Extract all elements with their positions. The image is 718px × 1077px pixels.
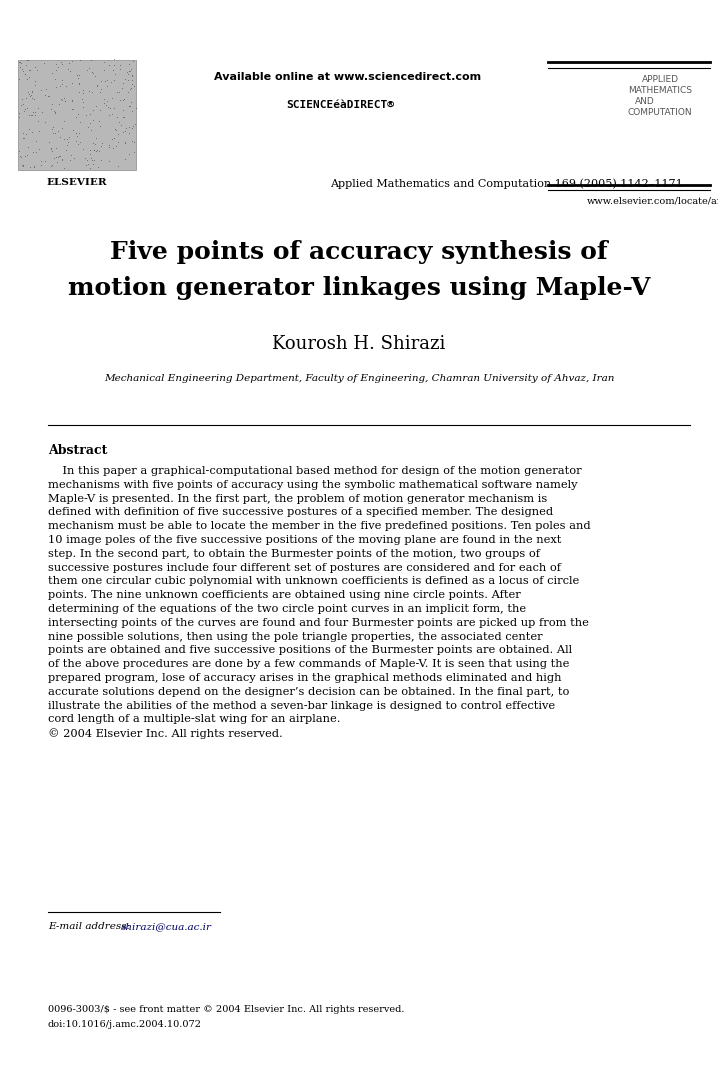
- Text: accurate solutions depend on the designer’s decision can be obtained. In the fin: accurate solutions depend on the designe…: [48, 687, 569, 697]
- Text: E-mail address:: E-mail address:: [48, 922, 130, 931]
- Text: mechanism must be able to locate the member in the five predefined positions. Te: mechanism must be able to locate the mem…: [48, 521, 591, 531]
- Bar: [18, 60, 136, 170]
- Text: www.elsevier.com/locate/amc: www.elsevier.com/locate/amc: [587, 196, 718, 205]
- Text: successive postures include four different set of postures are considered and fo: successive postures include four differe…: [48, 562, 561, 573]
- Text: SCIENCEéàDIRECT®: SCIENCEéàDIRECT®: [286, 100, 394, 110]
- Text: defined with definition of five successive postures of a specified member. The d: defined with definition of five successi…: [48, 507, 553, 517]
- Text: 0096-3003/$ - see front matter © 2004 Elsevier Inc. All rights reserved.: 0096-3003/$ - see front matter © 2004 El…: [48, 1005, 404, 1015]
- Text: Kourosh H. Shirazi: Kourosh H. Shirazi: [272, 335, 446, 353]
- Text: of the above procedures are done by a few commands of Maple-V. It is seen that u: of the above procedures are done by a fe…: [48, 659, 569, 669]
- Text: In this paper a graphical-computational based method for design of the motion ge: In this paper a graphical-computational …: [48, 466, 582, 476]
- Text: motion generator linkages using Maple-V: motion generator linkages using Maple-V: [67, 276, 651, 300]
- Text: determining of the equations of the two circle point curves in an implicit form,: determining of the equations of the two …: [48, 604, 526, 614]
- Text: Maple-V is presented. In the first part, the problem of motion generator mechani: Maple-V is presented. In the first part,…: [48, 493, 547, 504]
- Text: cord length of a multiple-slat wing for an airplane.: cord length of a multiple-slat wing for …: [48, 714, 340, 725]
- Text: COMPUTATION: COMPUTATION: [628, 108, 692, 117]
- Text: © 2004 Elsevier Inc. All rights reserved.: © 2004 Elsevier Inc. All rights reserved…: [48, 728, 283, 739]
- Text: points are obtained and five successive positions of the Burmester points are ob: points are obtained and five successive …: [48, 645, 572, 656]
- Text: intersecting points of the curves are found and four Burmester points are picked: intersecting points of the curves are fo…: [48, 618, 589, 628]
- Text: Applied Mathematics and Computation 169 (2005) 1142–1171: Applied Mathematics and Computation 169 …: [330, 178, 683, 188]
- Text: 10 image poles of the five successive positions of the moving plane are found in: 10 image poles of the five successive po…: [48, 535, 561, 545]
- Text: ELSEVIER: ELSEVIER: [47, 178, 107, 187]
- Text: points. The nine unknown coefficients are obtained using nine circle points. Aft: points. The nine unknown coefficients ar…: [48, 590, 521, 600]
- Text: Five points of accuracy synthesis of: Five points of accuracy synthesis of: [110, 240, 608, 264]
- Text: step. In the second part, to obtain the Burmester points of the motion, two grou: step. In the second part, to obtain the …: [48, 549, 540, 559]
- Text: APPLIED: APPLIED: [641, 75, 679, 84]
- Text: them one circular cubic polynomial with unknown coefficients is defined as a loc: them one circular cubic polynomial with …: [48, 576, 579, 586]
- Text: Available online at www.sciencedirect.com: Available online at www.sciencedirect.co…: [215, 72, 482, 82]
- Text: mechanisms with five points of accuracy using the symbolic mathematical software: mechanisms with five points of accuracy …: [48, 479, 577, 490]
- Text: Mechanical Engineering Department, Faculty of Engineering, Chamran University of: Mechanical Engineering Department, Facul…: [104, 374, 614, 383]
- Text: shirazi@cua.ac.ir: shirazi@cua.ac.ir: [121, 922, 212, 931]
- Text: illustrate the abilities of the method a seven-bar linkage is designed to contro: illustrate the abilities of the method a…: [48, 701, 555, 711]
- Text: nine possible solutions, then using the pole triangle properties, the associated: nine possible solutions, then using the …: [48, 631, 543, 642]
- Text: doi:10.1016/j.amc.2004.10.072: doi:10.1016/j.amc.2004.10.072: [48, 1020, 202, 1029]
- Text: AND: AND: [635, 97, 655, 106]
- Text: Abstract: Abstract: [48, 444, 108, 457]
- Text: MATHEMATICS: MATHEMATICS: [628, 86, 692, 95]
- Text: prepared program, lose of accuracy arises in the graphical methods eliminated an: prepared program, lose of accuracy arise…: [48, 673, 561, 683]
